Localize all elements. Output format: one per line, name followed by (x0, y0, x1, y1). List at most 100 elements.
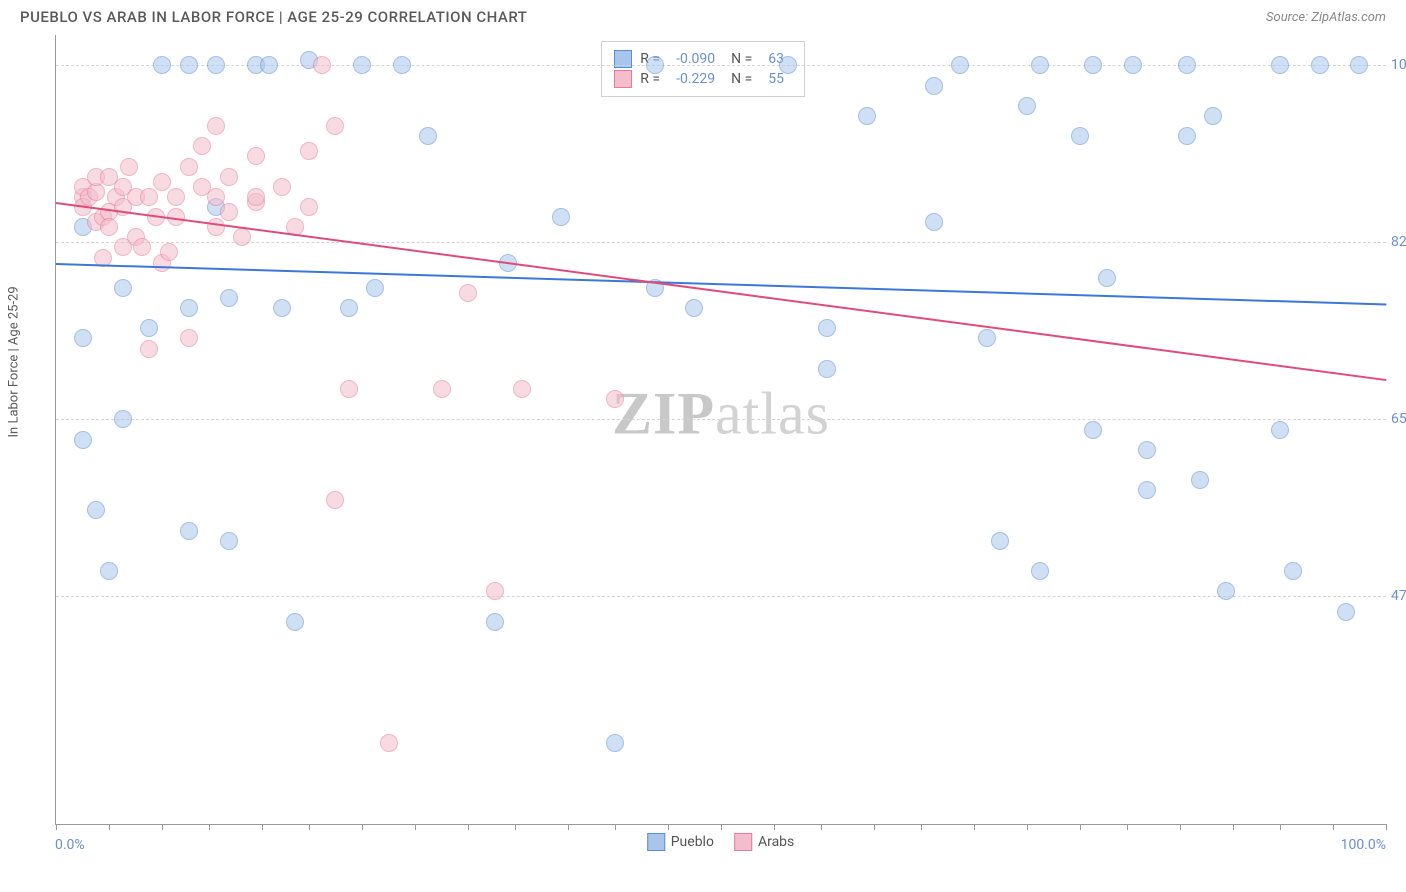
data-point (433, 380, 451, 398)
trend-line (56, 202, 1386, 381)
data-point (858, 107, 876, 125)
swatch-icon (647, 833, 665, 851)
y-tick-label: 82.5% (1391, 234, 1406, 250)
data-point (1178, 127, 1196, 145)
data-point (419, 127, 437, 145)
data-point (180, 56, 198, 74)
data-point (1124, 56, 1142, 74)
data-point (1098, 269, 1116, 287)
data-point (380, 734, 398, 752)
data-point (220, 532, 238, 550)
data-point (326, 491, 344, 509)
data-point (818, 360, 836, 378)
swatch-icon (614, 70, 632, 88)
source-citation: Source: ZipAtlas.com (1266, 10, 1386, 25)
gridline (56, 242, 1386, 243)
data-point (193, 137, 211, 155)
data-point (167, 188, 185, 206)
data-point (233, 228, 251, 246)
data-point (606, 390, 624, 408)
data-point (486, 582, 504, 600)
data-point (220, 168, 238, 186)
x-max-label: 100.0% (1341, 837, 1386, 853)
data-point (978, 329, 996, 347)
x-axis: 0.0% Pueblo Arabs 100.0% (55, 825, 1386, 855)
series-legend: Pueblo Arabs (647, 833, 795, 851)
data-point (207, 117, 225, 135)
data-point (1350, 56, 1368, 74)
data-point (1138, 441, 1156, 459)
data-point (991, 532, 1009, 550)
data-point (153, 173, 171, 191)
data-point (153, 56, 171, 74)
data-point (220, 203, 238, 221)
data-point (1031, 562, 1049, 580)
legend-item-pueblo: Pueblo (647, 833, 714, 851)
legend-row-arabs: R = -0.229 N = 55 (614, 70, 792, 88)
data-point (114, 410, 132, 428)
data-point (340, 299, 358, 317)
data-point (1311, 56, 1329, 74)
data-point (1337, 603, 1355, 621)
data-point (459, 284, 477, 302)
swatch-icon (734, 833, 752, 851)
x-min-label: 0.0% (55, 837, 85, 853)
data-point (74, 329, 92, 347)
data-point (207, 56, 225, 74)
data-point (140, 188, 158, 206)
trend-line (56, 263, 1386, 305)
data-point (486, 613, 504, 631)
data-point (286, 613, 304, 631)
data-point (114, 279, 132, 297)
data-point (313, 56, 331, 74)
data-point (1191, 471, 1209, 489)
gridline (56, 596, 1386, 597)
data-point (273, 178, 291, 196)
x-tick (1386, 824, 1387, 830)
data-point (260, 56, 278, 74)
data-point (1084, 421, 1102, 439)
data-point (160, 243, 178, 261)
y-tick-label: 47.5% (1391, 588, 1406, 604)
gridline (56, 419, 1386, 420)
data-point (1018, 97, 1036, 115)
data-point (606, 734, 624, 752)
data-point (207, 218, 225, 236)
data-point (1271, 56, 1289, 74)
data-point (1271, 421, 1289, 439)
data-point (100, 218, 118, 236)
data-point (1084, 56, 1102, 74)
data-point (818, 319, 836, 337)
watermark: ZIPatlas (612, 379, 830, 448)
data-point (140, 319, 158, 337)
data-point (207, 188, 225, 206)
data-point (925, 77, 943, 95)
n-label: N = (731, 71, 752, 87)
data-point (1178, 56, 1196, 74)
y-axis-title: In Labor Force | Age 25-29 (7, 286, 22, 437)
data-point (1284, 562, 1302, 580)
data-point (1031, 56, 1049, 74)
n-value: 55 (768, 71, 784, 87)
chart-title: PUEBLO VS ARAB IN LABOR FORCE | AGE 25-2… (20, 8, 527, 26)
data-point (180, 329, 198, 347)
data-point (300, 198, 318, 216)
data-point (247, 188, 265, 206)
data-point (87, 501, 105, 519)
data-point (951, 56, 969, 74)
data-point (100, 562, 118, 580)
data-point (1071, 127, 1089, 145)
data-point (247, 147, 265, 165)
data-point (180, 299, 198, 317)
r-value: -0.229 (676, 71, 715, 87)
data-point (120, 158, 138, 176)
y-tick-label: 100.0% (1391, 57, 1406, 73)
data-point (353, 56, 371, 74)
data-point (180, 158, 198, 176)
legend-item-arabs: Arabs (734, 833, 794, 851)
data-point (646, 56, 664, 74)
legend-label: Arabs (758, 834, 794, 850)
data-point (393, 56, 411, 74)
data-point (300, 142, 318, 160)
data-point (140, 340, 158, 358)
